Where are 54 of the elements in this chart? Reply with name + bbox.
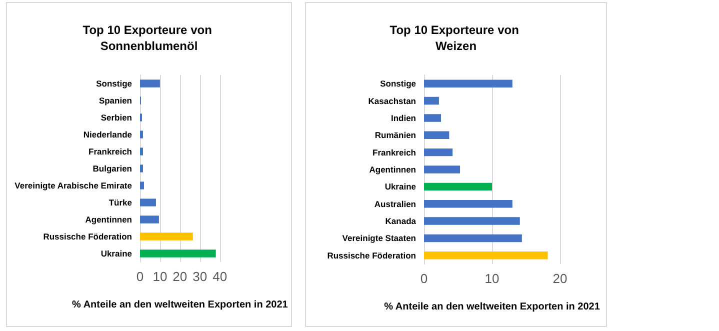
bar — [140, 182, 144, 190]
y-tick-label: Vereinigte Arabische Emirate — [14, 180, 132, 190]
y-tick-label: Ukraine — [100, 248, 132, 258]
bar — [140, 198, 156, 206]
x-axis-title: % Anteile an den weltweiten Exporten in 2021 — [384, 302, 600, 312]
chart-title: Top 10 Exporteure von Weizen — [390, 23, 522, 53]
y-tick-label: Agentinnen — [85, 214, 132, 224]
x-tick-label: 40 — [212, 269, 228, 284]
x-tick-label: 10 — [152, 269, 168, 284]
bar — [140, 80, 160, 88]
bar — [424, 166, 460, 174]
y-tick-label: Ukraine — [384, 182, 416, 192]
y-tick-label: Sonstige — [96, 78, 132, 88]
y-tick-label: Kanada — [385, 216, 416, 226]
bar — [424, 80, 512, 88]
x-tick-label: 20 — [172, 269, 188, 284]
bar — [424, 200, 512, 208]
bar — [140, 216, 159, 224]
bar — [140, 148, 143, 156]
y-tick-label: Russische Föderation — [43, 232, 132, 242]
y-tick-label: Türke — [108, 198, 132, 208]
bar — [424, 217, 520, 225]
y-tick-label: Frankreich — [88, 146, 132, 156]
y-tick-label: Vereinigte Staaten — [342, 233, 416, 244]
y-tick-label: Bulgarien — [92, 164, 132, 174]
bar — [424, 182, 492, 191]
bar — [140, 232, 193, 240]
bar — [424, 96, 439, 105]
x-tick-label: 10 — [484, 271, 500, 286]
y-tick-label: Serbien — [100, 112, 132, 122]
x-tick-label: 30 — [192, 269, 208, 284]
y-tick-label: Australien — [374, 198, 416, 209]
y-tick-label: Agentinnen — [369, 164, 416, 174]
y-tick-label: Russische Föderation — [327, 250, 416, 260]
bar — [424, 234, 522, 242]
y-tick-label: Niederlande — [83, 130, 132, 140]
chart-title: Top 10 Exporteure von Sonnenblumenöl — [82, 23, 216, 53]
bar — [140, 130, 143, 138]
x-axis-title: % Anteile an den weltweiten Exporten in 2021 — [72, 300, 288, 310]
bar — [424, 114, 441, 122]
bar — [424, 131, 450, 139]
y-tick-label: Sonstige — [380, 78, 416, 89]
y-tick-label: Kasachstan — [368, 96, 416, 106]
bar — [140, 250, 216, 258]
bar — [140, 164, 143, 172]
x-tick-label: 20 — [552, 271, 568, 286]
bar — [424, 148, 453, 156]
x-tick-label: 0 — [136, 269, 144, 284]
y-tick-label: Spanien — [98, 96, 132, 106]
y-tick-label: Rumänien — [374, 130, 416, 140]
bar — [424, 252, 548, 260]
x-tick-label: 0 — [420, 271, 428, 286]
y-tick-label: Indien — [390, 112, 416, 123]
y-tick-label: Frankreich — [372, 147, 416, 158]
